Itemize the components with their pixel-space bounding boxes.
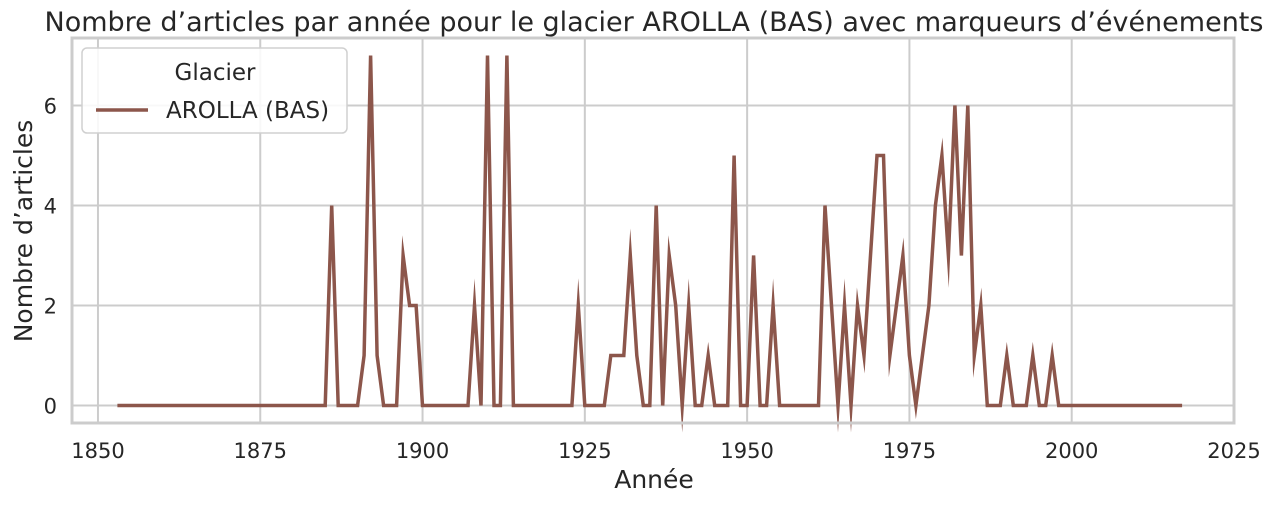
x-tick-label: 2000 <box>1045 439 1098 463</box>
tick-labels: 1850 1875 1900 1925 1950 1975 2000 2025 0 2 4 6 <box>44 95 1261 464</box>
y-tick-label: 6 <box>44 95 57 119</box>
x-axis-label: Année <box>614 465 694 494</box>
y-axis-label: Nombre d’articles <box>9 120 38 343</box>
legend-title: Glacier <box>175 60 256 86</box>
chart-title: Nombre d’articles par année pour le glac… <box>45 7 1264 38</box>
x-tick-label: 1975 <box>883 439 936 463</box>
y-tick-label: 2 <box>44 295 57 319</box>
x-tick-label: 1925 <box>558 439 611 463</box>
legend: Glacier AROLLA (BAS) <box>81 47 348 134</box>
y-tick-label: 4 <box>44 195 57 219</box>
legend-box <box>81 47 348 134</box>
x-tick-label: 1850 <box>71 439 124 463</box>
legend-item-label: AROLLA (BAS) <box>166 98 329 124</box>
y-tick-label: 0 <box>44 395 57 419</box>
series-line <box>117 55 1183 433</box>
x-tick-label: 2025 <box>1207 439 1260 463</box>
x-tick-label: 1950 <box>720 439 773 463</box>
x-tick-label: 1875 <box>234 439 287 463</box>
x-tick-label: 1900 <box>396 439 449 463</box>
plot-frame <box>70 36 1236 425</box>
plot-area <box>117 55 1183 433</box>
